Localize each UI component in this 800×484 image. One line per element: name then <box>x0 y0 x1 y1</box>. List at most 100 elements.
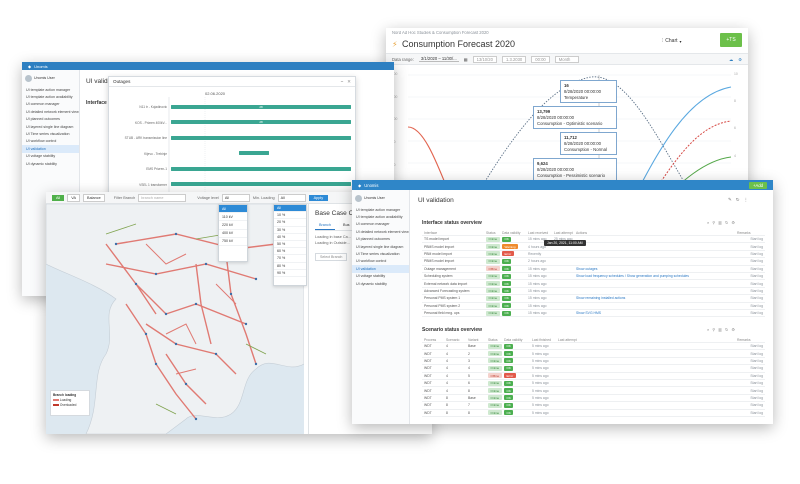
voltage-option[interactable]: 110 kV <box>219 213 247 222</box>
loading-dropdown[interactable]: All 10 % 20 % 30 % 40 % 50 % 60 % 70 % 80 % 90 % <box>273 204 307 286</box>
remark-link[interactable]: Start log <box>750 274 763 279</box>
upload-icon[interactable]: ☁ <box>729 56 734 62</box>
close-icon[interactable]: ✕ <box>347 78 351 84</box>
remark-link[interactable]: Start log <box>750 311 763 316</box>
remark-link[interactable]: Start log <box>750 296 763 301</box>
outage-bar[interactable] <box>171 182 351 186</box>
table-row[interactable]: PBMS model import Online Warning 4 hours ag… <box>422 243 765 251</box>
branch-filter-input[interactable]: branch name <box>138 193 187 202</box>
remark-link[interactable]: Start log <box>750 344 763 349</box>
loading-option[interactable]: 70 % <box>274 255 306 263</box>
sidebar-item[interactable]: UI template action availability <box>356 215 403 220</box>
remark-link[interactable]: Start log <box>750 288 763 293</box>
loading-option[interactable]: 10 % <box>274 212 306 220</box>
columns-icon[interactable]: ▥ <box>718 327 722 332</box>
sidebar-item[interactable]: UI layered single line diagram <box>356 244 404 249</box>
remark-link[interactable]: Start log <box>750 244 763 249</box>
time-input[interactable]: 00:00 <box>531 55 550 63</box>
sidebar-item[interactable]: UI validation <box>352 265 409 273</box>
remark-link[interactable]: Start log <box>750 403 763 408</box>
table-row[interactable]: WDT 8 Base Online OK 5 mins ago Start log <box>422 395 765 403</box>
sidebar-item[interactable]: UI voltage stability <box>356 274 386 279</box>
sidebar-item[interactable]: UI layered single line diagram <box>26 124 74 129</box>
voltage-dropdown[interactable]: All 110 kV 220 kV 400 kV 750 kV <box>218 204 248 262</box>
loading-option[interactable]: 90 % <box>274 270 306 277</box>
table-row[interactable]: Outage management Offline OK 15 mins ago Sho… <box>422 266 765 273</box>
table-row[interactable]: Scheduling system Online OK 15 mins ago Show… <box>422 273 765 281</box>
sidebar-item[interactable]: UI Time series visualization <box>356 252 400 257</box>
settings-icon[interactable]: ⚙ <box>731 327 735 332</box>
loading-option[interactable]: 50 % <box>274 241 306 249</box>
table-row[interactable]: WDT 4 Base Online OK 5 mins ago Start log <box>422 343 765 351</box>
table-row[interactable]: WDT 4 8 Online OK 5 mins ago Start log <box>422 387 765 395</box>
date-from-input[interactable]: 13/10/20 <box>472 55 497 63</box>
remark-link[interactable]: Start log <box>750 388 763 393</box>
sidebar-item[interactable]: UI Time series visualization <box>26 132 70 137</box>
select-branch-button[interactable]: Select Branch <box>315 253 348 261</box>
view-mode-select[interactable]: ⫶ Chart ▾ <box>662 38 682 44</box>
action-link[interactable]: Show remaining installed actions <box>576 296 626 301</box>
loading-option[interactable]: 30 % <box>274 227 306 234</box>
table-row[interactable]: WDT 4 2 Online OK 5 mins ago Start log <box>422 350 765 358</box>
sidebar-item[interactable]: UI voltage stability <box>26 154 56 159</box>
remark-link[interactable]: Start log <box>750 351 763 356</box>
remark-link[interactable]: Start log <box>750 259 763 264</box>
sidebar-item[interactable]: UI validation <box>22 145 79 153</box>
sidebar-item[interactable]: UI template action manager <box>26 87 71 92</box>
action-link[interactable]: Show outages <box>576 266 598 271</box>
refresh-icon[interactable]: ↻ <box>724 220 729 225</box>
filter-icon[interactable]: ⚲ <box>712 327 716 332</box>
action-link[interactable]: Show load frequency schedules / Show gen… <box>576 274 689 279</box>
voltage-option[interactable]: All <box>219 205 247 214</box>
loading-option[interactable]: 60 % <box>274 248 306 256</box>
loading-select[interactable]: All <box>277 193 306 202</box>
balance-button[interactable]: Balance <box>83 193 105 202</box>
remark-link[interactable]: Start log <box>750 395 763 400</box>
sidebar-item[interactable]: UI dynamic stability <box>26 161 57 166</box>
outage-bar[interactable] <box>171 166 351 171</box>
action-link[interactable]: Show SVG HMS <box>576 311 602 316</box>
sidebar-item[interactable]: UI planned outcomes <box>26 117 60 122</box>
sidebar-item[interactable]: UI common manager <box>356 222 390 227</box>
search-icon[interactable]: ⌕ <box>707 220 710 225</box>
remark-link[interactable]: Start log <box>750 251 763 256</box>
settings-icon[interactable]: ⚙ <box>731 220 735 225</box>
sidebar-item[interactable]: UI dynamic stability <box>356 281 387 286</box>
table-row[interactable]: WDT 8 7 Online OK 5 mins ago Start log <box>422 402 765 410</box>
voltage-select[interactable]: All <box>221 193 250 202</box>
remark-link[interactable]: Start log <box>750 410 763 415</box>
more-icon[interactable]: ⋮ <box>743 197 749 202</box>
remark-link[interactable]: Start log <box>750 303 763 308</box>
remark-link[interactable]: Start log <box>750 381 763 386</box>
all-button[interactable]: All <box>52 194 65 201</box>
edit-icon[interactable]: ✎ <box>728 197 732 202</box>
refresh-icon[interactable]: ↻ <box>735 197 740 202</box>
sidebar-item[interactable]: UI template action availability <box>26 95 73 100</box>
table-row[interactable]: WDT 4 5 Offline Error 5 mins ago Start log <box>422 373 765 380</box>
remark-link[interactable]: Start log <box>750 366 763 371</box>
minimize-icon[interactable]: ⎯ <box>340 79 344 84</box>
filter-icon[interactable]: ⚲ <box>712 220 716 225</box>
add-button[interactable]: +Add <box>749 181 767 189</box>
sidebar-item[interactable]: UI detailed network element view <box>26 109 79 114</box>
remark-link[interactable]: Start log <box>750 373 763 378</box>
table-row[interactable]: Personal field mng. ups Online OK 15 mins a… <box>422 310 765 318</box>
outage-bar[interactable] <box>171 135 351 140</box>
sidebar-item[interactable]: UI planned outcomes <box>356 237 390 242</box>
remark-link[interactable]: Start log <box>750 237 763 242</box>
refresh-icon[interactable]: ↻ <box>724 327 729 332</box>
remark-link[interactable]: Start log <box>750 358 763 363</box>
table-row[interactable]: WDT 4 6 Online OK 5 mins ago Start log <box>422 380 765 388</box>
remark-link[interactable]: Start log <box>750 266 763 271</box>
voltage-option[interactable]: 400 kV <box>219 230 247 238</box>
sidebar-item[interactable]: UI detailed network element view <box>356 229 409 234</box>
tab-branch[interactable]: Branch <box>315 221 336 230</box>
loading-option[interactable]: 80 % <box>274 263 306 270</box>
table-row[interactable]: WDT 8 8 Online OK 5 mins ago Start log <box>422 410 765 417</box>
table-row[interactable]: Advanced Forecasting system Online OK 15 mi… <box>422 288 765 296</box>
search-icon[interactable]: ⌕ <box>707 327 710 332</box>
table-row[interactable]: External network data import Online OK 15 m… <box>422 280 765 288</box>
voltage-option[interactable]: 220 kV <box>219 221 247 230</box>
outage-bar[interactable]: 28 <box>171 104 351 109</box>
